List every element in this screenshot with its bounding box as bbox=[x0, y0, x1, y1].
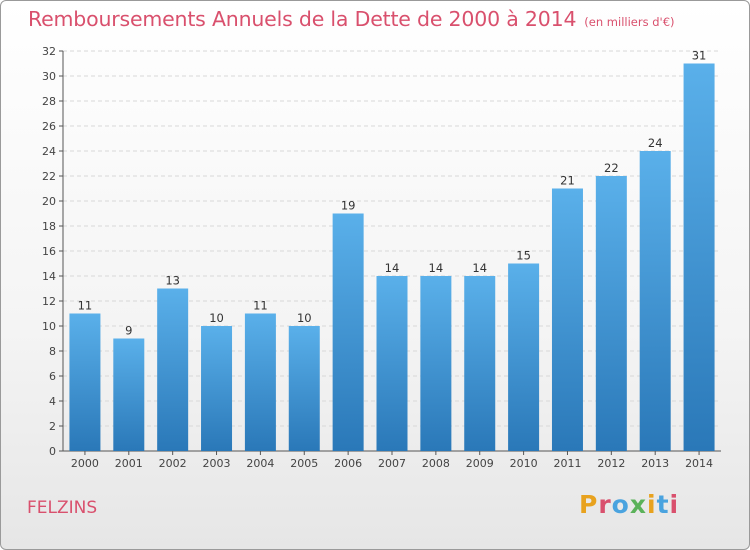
x-tick-label: 2005 bbox=[290, 457, 318, 470]
chart-title: Remboursements Annuels de la Dette de 20… bbox=[28, 7, 675, 31]
y-tick-label: 18 bbox=[42, 220, 56, 233]
y-tick-label: 4 bbox=[49, 395, 56, 408]
bar bbox=[420, 276, 452, 451]
bar bbox=[157, 288, 189, 451]
bar bbox=[201, 326, 233, 451]
data-label: 31 bbox=[692, 49, 707, 63]
chart-subtitle: (en milliers d'€) bbox=[584, 15, 675, 29]
y-tick-label: 14 bbox=[42, 270, 56, 283]
data-label: 14 bbox=[429, 261, 444, 275]
data-label: 13 bbox=[165, 274, 180, 288]
y-tick-label: 6 bbox=[49, 370, 56, 383]
bar bbox=[332, 213, 364, 451]
y-tick-label: 32 bbox=[42, 45, 56, 58]
data-label: 14 bbox=[472, 261, 487, 275]
data-label: 10 bbox=[209, 311, 224, 325]
y-tick-label: 30 bbox=[42, 70, 56, 83]
data-label: 21 bbox=[560, 174, 575, 188]
y-tick-label: 0 bbox=[49, 445, 56, 458]
x-tick-label: 2011 bbox=[553, 457, 581, 470]
logo-letter: P bbox=[579, 490, 599, 519]
x-tick-label: 2001 bbox=[115, 457, 143, 470]
commune-name: FELZINS bbox=[27, 498, 98, 518]
bar bbox=[551, 188, 583, 451]
data-label: 24 bbox=[648, 136, 663, 150]
x-tick-label: 2010 bbox=[510, 457, 538, 470]
x-tick-label: 2006 bbox=[334, 457, 362, 470]
bar bbox=[508, 263, 540, 451]
y-tick-label: 26 bbox=[42, 120, 56, 133]
bar bbox=[464, 276, 496, 451]
y-tick-label: 20 bbox=[42, 195, 56, 208]
data-label: 19 bbox=[341, 199, 356, 213]
logo-letter: r bbox=[598, 490, 612, 519]
data-label: 11 bbox=[253, 299, 268, 313]
bar bbox=[639, 151, 671, 451]
logo-letter: o bbox=[611, 490, 630, 519]
x-tick-label: 2000 bbox=[71, 457, 99, 470]
proxiti-logo: Proxiti bbox=[579, 490, 679, 519]
bar bbox=[288, 326, 320, 451]
y-tick-label: 24 bbox=[42, 145, 56, 158]
x-tick-label: 2014 bbox=[685, 457, 713, 470]
chart-title-text: Remboursements Annuels de la Dette de 20… bbox=[28, 7, 577, 31]
data-label: 9 bbox=[125, 324, 132, 338]
logo-letter: t bbox=[656, 490, 670, 519]
y-tick-label: 28 bbox=[42, 95, 56, 108]
y-tick-label: 2 bbox=[49, 420, 56, 433]
bar bbox=[595, 176, 627, 451]
y-tick-label: 22 bbox=[42, 170, 56, 183]
bar bbox=[376, 276, 408, 451]
data-label: 10 bbox=[297, 311, 312, 325]
x-tick-label: 2009 bbox=[466, 457, 494, 470]
x-tick-label: 2008 bbox=[422, 457, 450, 470]
data-label: 14 bbox=[385, 261, 400, 275]
x-tick-label: 2004 bbox=[246, 457, 274, 470]
logo-letter: i bbox=[647, 490, 657, 519]
y-tick-label: 16 bbox=[42, 245, 56, 258]
y-tick-label: 10 bbox=[42, 320, 56, 333]
logo-letter: i bbox=[669, 490, 680, 519]
data-label: 22 bbox=[604, 161, 619, 175]
bar bbox=[113, 338, 145, 451]
x-tick-label: 2007 bbox=[378, 457, 406, 470]
x-tick-label: 2012 bbox=[597, 457, 625, 470]
bar bbox=[69, 313, 101, 451]
x-tick-label: 2002 bbox=[159, 457, 187, 470]
logo-letter: x bbox=[629, 490, 647, 519]
x-tick-label: 2013 bbox=[641, 457, 669, 470]
data-label: 11 bbox=[78, 299, 93, 313]
bar bbox=[683, 63, 715, 451]
y-tick-label: 8 bbox=[49, 345, 56, 358]
data-label: 15 bbox=[516, 249, 531, 263]
y-tick-label: 12 bbox=[42, 295, 56, 308]
bar bbox=[244, 313, 276, 451]
x-tick-label: 2003 bbox=[203, 457, 231, 470]
